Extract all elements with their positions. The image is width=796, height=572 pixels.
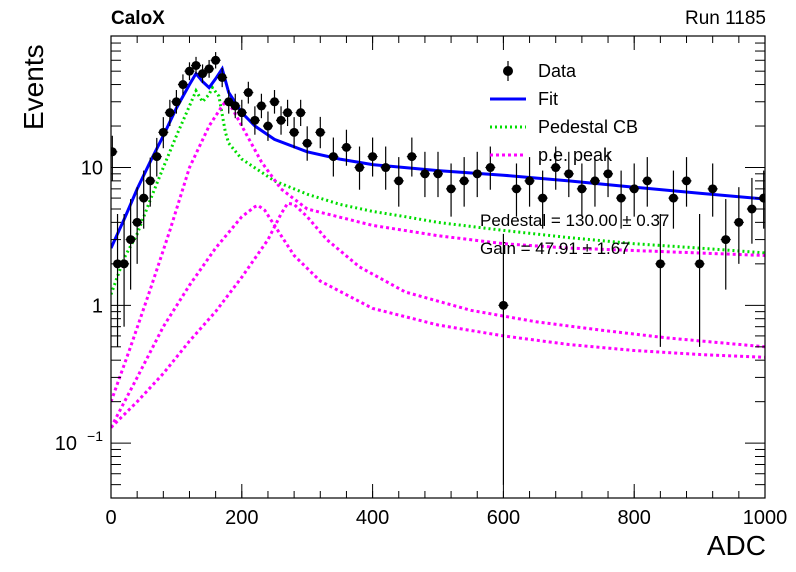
data-point xyxy=(433,151,443,198)
data-point xyxy=(354,146,365,190)
y-tick-label: 1 xyxy=(92,295,103,317)
legend: Data Fit Pedestal CB p.e. peak xyxy=(490,61,638,165)
x-tick-label: 200 xyxy=(225,507,258,529)
data-point xyxy=(393,157,404,207)
data-point xyxy=(151,137,162,177)
legend-label: Fit xyxy=(538,89,558,109)
data-point xyxy=(406,137,417,177)
x-axis-label: ADC xyxy=(706,530,766,561)
legend-entry: Fit xyxy=(490,89,558,109)
data-point xyxy=(249,106,260,135)
x-tick-label: 800 xyxy=(618,507,651,529)
data-point xyxy=(184,62,195,81)
legend-label: Data xyxy=(538,61,577,81)
data-point xyxy=(380,146,391,190)
data-point xyxy=(707,163,718,217)
x-tick-label: 400 xyxy=(356,507,389,529)
x-tick-label: 600 xyxy=(487,507,520,529)
data-point xyxy=(524,157,535,207)
data-point xyxy=(158,117,169,149)
curve-p-e-peak xyxy=(111,99,765,403)
data-point xyxy=(472,151,483,198)
data-point xyxy=(315,116,326,149)
experiment-label: CaloX xyxy=(111,8,165,29)
data-point xyxy=(269,90,280,114)
data-point xyxy=(603,151,614,198)
data-point xyxy=(197,64,208,83)
legend-label: p.e. peak xyxy=(538,145,613,165)
data-point xyxy=(138,170,149,229)
curve-p-e-peak-3 xyxy=(111,201,765,429)
data-point xyxy=(668,170,679,229)
data-point xyxy=(171,90,182,114)
data-point xyxy=(164,99,175,127)
data-point xyxy=(694,213,705,347)
data-point xyxy=(210,52,221,69)
data-point xyxy=(511,163,522,217)
legend-entry: Pedestal CB xyxy=(490,117,638,137)
data-point xyxy=(236,99,247,127)
data-point xyxy=(733,187,744,264)
data-point xyxy=(262,111,273,141)
data-point xyxy=(328,137,339,177)
data-point xyxy=(537,170,548,229)
x-tick-label: 0 xyxy=(105,507,116,529)
data-point xyxy=(289,117,300,149)
data-point xyxy=(145,157,156,207)
data-point xyxy=(616,170,627,229)
data-point xyxy=(302,126,313,161)
data-point xyxy=(459,157,470,207)
data-point xyxy=(217,68,228,88)
data-point xyxy=(629,163,640,217)
data-point xyxy=(243,81,254,104)
data-point xyxy=(204,59,215,78)
data-point xyxy=(758,170,765,229)
legend-entry: Data xyxy=(503,61,577,81)
data-point xyxy=(132,187,143,264)
data-point xyxy=(681,157,692,207)
data-point xyxy=(256,93,267,119)
data-point xyxy=(125,199,136,290)
data-point xyxy=(746,177,757,244)
curve-p-e-peak-2 xyxy=(111,203,765,429)
plot-frame xyxy=(110,35,766,499)
data-point xyxy=(295,99,306,127)
fit-annotation: Gain = 47.91 ± 1.67 xyxy=(480,239,630,258)
data-point xyxy=(720,199,731,290)
data-point xyxy=(341,129,352,166)
legend-label: Pedestal CB xyxy=(538,117,638,137)
y-tick-label: 10 xyxy=(81,158,103,180)
data-point xyxy=(563,151,574,198)
data-point xyxy=(276,106,287,135)
data-point xyxy=(367,137,378,177)
data-point xyxy=(230,93,241,119)
y-tick-label: 10 xyxy=(55,433,77,455)
data-point xyxy=(223,90,234,114)
data-point xyxy=(191,56,202,75)
fit-annotation: Pedestal = 130.00 ± 0.37 xyxy=(480,211,669,230)
y-tick-exponent: −1 xyxy=(87,428,103,444)
data-point xyxy=(576,163,587,217)
x-tick-label: 1000 xyxy=(743,507,788,529)
data-point xyxy=(282,99,293,127)
run-label: Run 1185 xyxy=(685,8,766,29)
data-point xyxy=(589,157,600,207)
data-point xyxy=(446,163,457,217)
data-point xyxy=(655,213,666,347)
data-point xyxy=(485,146,496,190)
data-point xyxy=(498,233,509,485)
legend-entry: p.e. peak xyxy=(490,145,613,165)
data-point xyxy=(642,157,653,207)
data-point xyxy=(177,74,188,95)
data-point xyxy=(419,151,430,198)
data-point xyxy=(550,146,561,190)
